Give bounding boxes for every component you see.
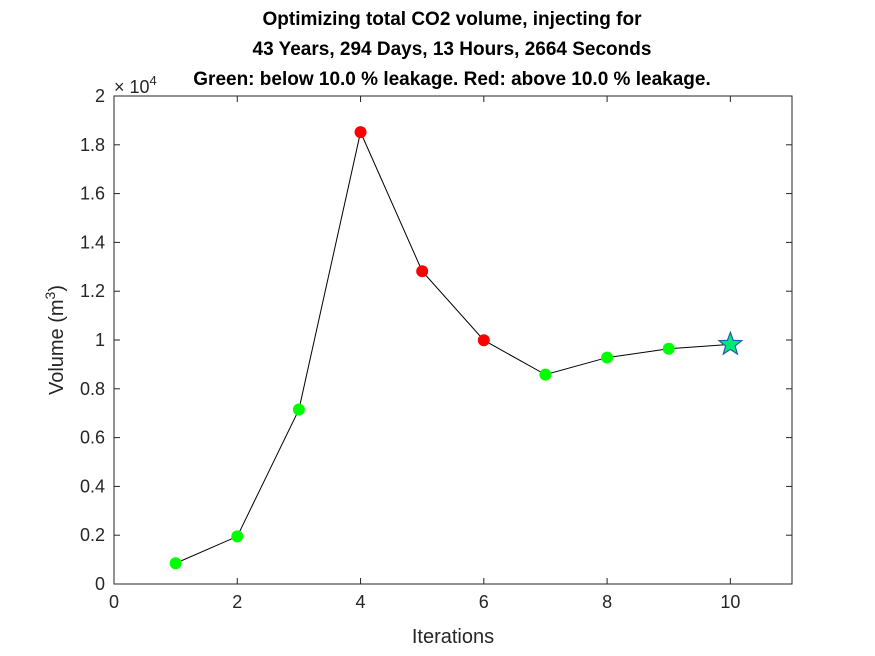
y-tick-label: 1.4 <box>80 232 105 252</box>
y-tick-label: 1 <box>95 330 105 350</box>
y-tick-label: 1.6 <box>80 184 105 204</box>
best-point-star <box>717 330 744 356</box>
y-tick-label: 1.8 <box>80 135 105 155</box>
y-tick-label: 0.4 <box>80 476 105 496</box>
data-point-green <box>662 342 675 355</box>
x-axis-label: Iterations <box>412 626 494 648</box>
y-axis: 0 0.2 0.4 0.6 0.8 1 1.2 1.4 1.6 1.8 2 <box>80 86 792 594</box>
data-point-green <box>292 403 305 416</box>
x-tick-label: 4 <box>356 592 366 612</box>
series-line <box>175 130 731 564</box>
data-point-green <box>601 351 614 364</box>
chart-title-line-1: Optimizing total CO2 volume, injecting f… <box>263 9 643 30</box>
data-point-red <box>416 265 429 278</box>
data-point-green <box>169 557 182 570</box>
x-tick-label: 2 <box>232 592 242 612</box>
x-tick-label: 6 <box>479 592 489 612</box>
data-point-red <box>477 334 490 347</box>
y-tick-label: 0 <box>95 574 105 594</box>
y-exponent-label: × 104 <box>114 73 157 97</box>
data-point-green <box>231 530 244 543</box>
y-tick-label: 0.2 <box>80 525 105 545</box>
series <box>169 126 744 570</box>
chart-title-line-3: Green: below 10.0 % leakage. Red: above … <box>193 69 710 90</box>
data-point-red <box>354 126 367 139</box>
y-tick-label: 2 <box>95 86 105 106</box>
x-axis: 0 2 4 6 8 10 <box>109 96 740 612</box>
plot-frame <box>113 95 793 585</box>
y-axis-label: Volume (m3) <box>42 285 68 395</box>
chart-title-line-2: 43 Years, 294 Days, 13 Hours, 2664 Secon… <box>253 39 652 60</box>
x-tick-label: 0 <box>109 592 119 612</box>
x-tick-label: 10 <box>720 592 740 612</box>
data-point-green <box>539 368 552 381</box>
x-tick-label: 8 <box>602 592 612 612</box>
y-tick-label: 1.2 <box>80 281 105 301</box>
y-tick-label: 0.6 <box>80 428 105 448</box>
y-tick-label: 0.8 <box>80 379 105 399</box>
